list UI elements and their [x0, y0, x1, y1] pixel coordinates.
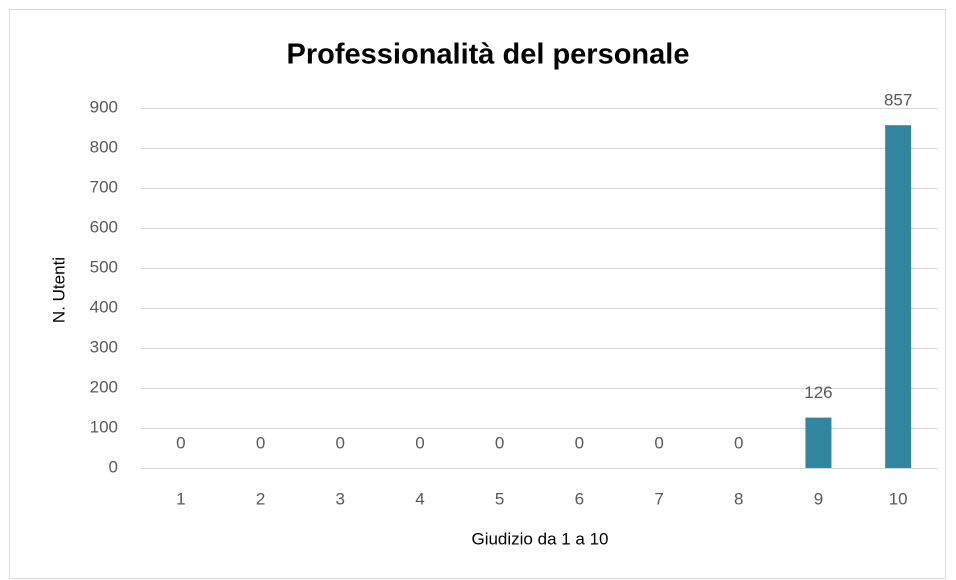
x-tick-label: 5: [495, 489, 504, 508]
data-label: 0: [575, 433, 584, 452]
chart-frame: [9, 9, 946, 579]
chart-title: Professionalità del personale: [287, 39, 690, 71]
y-axis-label: N. Utenti: [49, 257, 68, 323]
bar: [885, 125, 912, 468]
y-tick-label: 200: [90, 377, 118, 396]
y-tick-label: 400: [90, 297, 118, 316]
y-tick-label: 500: [90, 257, 118, 276]
x-tick-label: 1: [176, 489, 185, 508]
y-tick-label: 900: [90, 97, 118, 116]
data-label: 0: [176, 433, 185, 452]
data-label: 0: [415, 433, 424, 452]
data-label: 0: [256, 433, 265, 452]
x-tick-label: 4: [415, 489, 424, 508]
x-tick-label: 6: [575, 489, 584, 508]
data-label: 0: [734, 433, 743, 452]
y-tick-label: 300: [90, 337, 118, 356]
x-tick-label: 2: [256, 489, 265, 508]
bar: [805, 417, 832, 468]
y-tick-label: 600: [90, 217, 118, 236]
data-label: 0: [336, 433, 345, 452]
x-tick-label: 9: [814, 489, 823, 508]
y-tick-label: 100: [90, 417, 118, 436]
data-label: 126: [804, 383, 832, 402]
data-label: 0: [654, 433, 663, 452]
x-tick-label: 3: [336, 489, 345, 508]
x-tick-label: 8: [734, 489, 743, 508]
y-tick-label: 700: [90, 177, 118, 196]
data-label: 857: [884, 91, 912, 110]
y-tick-label: 0: [109, 457, 118, 476]
x-tick-label: 10: [889, 489, 908, 508]
x-axis-label: Giudizio da 1 a 10: [471, 529, 608, 548]
x-tick-label: 7: [654, 489, 663, 508]
y-tick-label: 800: [90, 137, 118, 156]
data-label: 0: [495, 433, 504, 452]
